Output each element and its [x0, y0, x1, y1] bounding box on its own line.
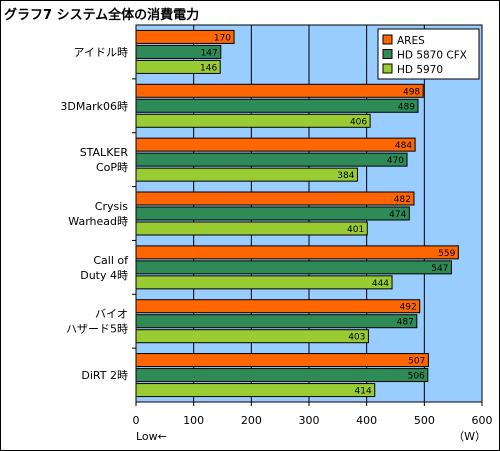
data-label: 146 — [200, 63, 217, 73]
bar — [135, 59, 221, 74]
category-label: CoP時 — [96, 161, 128, 174]
bar — [135, 152, 408, 167]
bar — [135, 98, 419, 113]
bar — [135, 275, 393, 290]
data-label: 506 — [408, 372, 425, 382]
bar — [135, 113, 371, 128]
data-label: 489 — [398, 102, 415, 112]
data-label: 444 — [372, 279, 389, 289]
legend-swatch — [382, 34, 393, 45]
chart-title: グラフ7 システム全体の消費電力 — [4, 8, 200, 23]
x-tick-label: 600 — [472, 414, 493, 427]
data-label: 507 — [408, 357, 425, 367]
category-label: Crysis — [95, 200, 129, 213]
x-tick-label: 300 — [299, 414, 320, 427]
data-label: 482 — [394, 195, 411, 205]
data-label: 384 — [337, 171, 354, 181]
legend-label: HD 5870 CFX — [397, 50, 467, 62]
legend-label: HD 5970 — [397, 64, 443, 76]
category-label: 3DMark06時 — [60, 100, 128, 113]
data-label: 559 — [438, 249, 455, 259]
bar — [135, 137, 416, 152]
data-label: 547 — [431, 264, 448, 274]
data-label: 414 — [355, 387, 372, 397]
category-label: バイオ — [95, 308, 128, 321]
bar — [135, 314, 418, 329]
bar — [135, 299, 421, 314]
category-label: DiRT 2時 — [81, 369, 128, 382]
x-tick-label: 500 — [414, 414, 435, 427]
data-label: 470 — [387, 156, 404, 166]
data-label: 406 — [350, 117, 367, 127]
legend-swatch — [382, 49, 393, 59]
bar — [135, 44, 222, 59]
data-label: 498 — [403, 87, 420, 97]
x-axis-left-label: Low← — [136, 430, 167, 443]
category-label: アイドル時 — [74, 46, 128, 59]
category-label: Call of — [93, 254, 129, 267]
data-label: 487 — [397, 318, 414, 328]
bar — [135, 83, 424, 98]
category-label: STALKER — [80, 146, 129, 159]
data-label: 484 — [395, 141, 412, 151]
x-tick-label: 100 — [183, 414, 204, 427]
legend-box — [377, 28, 480, 80]
data-label: 170 — [214, 33, 231, 43]
category-label: Warhead時 — [68, 215, 128, 228]
legend-label: ARES — [397, 35, 425, 47]
bar — [135, 206, 410, 221]
data-label: 492 — [400, 303, 417, 313]
bar — [135, 368, 429, 383]
x-tick-label: 0 — [133, 414, 140, 427]
bar — [135, 353, 429, 368]
legend-swatch — [382, 63, 393, 74]
bar — [135, 329, 369, 344]
bar — [135, 221, 368, 236]
data-label: 401 — [347, 225, 364, 235]
x-axis-unit-label: （W） — [453, 430, 486, 443]
bar — [135, 383, 376, 398]
data-label: 474 — [389, 210, 406, 220]
x-tick-label: 400 — [356, 414, 377, 427]
bar — [135, 29, 235, 44]
category-label: Duty 4時 — [80, 269, 128, 282]
x-tick-label: 200 — [241, 414, 262, 427]
bar — [135, 260, 452, 275]
bar — [135, 191, 415, 206]
bar — [135, 167, 358, 182]
bar — [135, 245, 459, 260]
category-label: ハザード5時 — [66, 323, 128, 336]
data-label: 403 — [348, 333, 365, 343]
data-label: 147 — [201, 48, 218, 58]
